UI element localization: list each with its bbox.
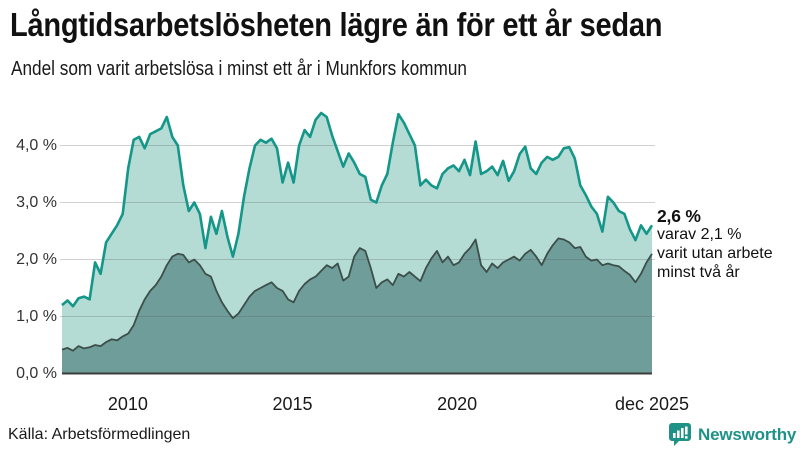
- y-tick-label: 1,0 %: [16, 307, 57, 325]
- x-tick-label: 2015: [272, 394, 313, 414]
- end-value-total: 2,6 %: [657, 206, 701, 226]
- chart-subtitle: Andel som varit arbetslösa i minst ett å…: [11, 58, 467, 80]
- series-min-one-year-line: [61, 111, 654, 308]
- chart-title: Långtidsarbetslösheten lägre än för ett …: [10, 6, 663, 43]
- end-value-annotation: 2,6 % varav 2,1 % varit utan arbete mins…: [657, 207, 797, 282]
- newsworthy-chart-bubble-icon: [669, 423, 691, 446]
- y-tick-label: 2,0 %: [16, 250, 57, 268]
- series-min-two-years-fill: [62, 238, 652, 374]
- end-value-detail-line2: varit utan arbete: [657, 245, 773, 262]
- y-tick-label: 4,0 %: [16, 136, 57, 154]
- end-value-detail-line3: minst två år: [657, 264, 740, 281]
- end-value-detail-line1: varav 2,1 %: [657, 226, 742, 243]
- y-tick-label: 0,0 %: [16, 364, 57, 382]
- x-tick-label: dec 2025: [614, 394, 690, 414]
- newsworthy-wordmark: Newsworthy: [698, 424, 797, 444]
- newsworthy-branding: Newsworthy: [668, 422, 796, 447]
- y-tick-label: 3,0 %: [16, 193, 57, 211]
- series-min-two-years-line: [61, 237, 653, 352]
- source-credit: Källa: Arbetsförmedlingen: [8, 426, 191, 443]
- x-tick-label: 2020: [437, 394, 478, 414]
- x-tick-label: 2010: [107, 394, 148, 414]
